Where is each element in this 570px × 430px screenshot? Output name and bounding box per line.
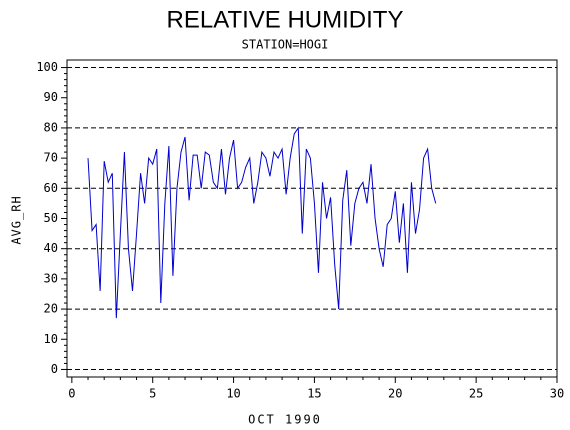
y-tick-label: 40 <box>44 241 58 255</box>
y-tick-label: 50 <box>44 211 58 225</box>
y-tick-label: 90 <box>44 90 58 104</box>
y-tick-label: 60 <box>44 181 58 195</box>
x-tick-label: 20 <box>388 387 402 401</box>
y-tick-label: 30 <box>44 271 58 285</box>
chart-title: RELATIVE HUMIDITY <box>167 6 404 33</box>
y-tick-label: 10 <box>44 332 58 346</box>
y-axis-label: AVG_RH <box>10 195 24 244</box>
y-tick-label: 80 <box>44 120 58 134</box>
x-tick-label: 25 <box>469 387 483 401</box>
x-tick-label: 0 <box>68 387 75 401</box>
chart-subtitle: STATION=HOGI <box>242 38 329 52</box>
y-tick-label: 20 <box>44 302 58 316</box>
y-tick-label: 100 <box>36 60 58 74</box>
y-tick-label: 70 <box>44 151 58 165</box>
x-tick-label: 10 <box>226 387 240 401</box>
plot-frame <box>66 59 558 378</box>
x-tick-label: 15 <box>307 387 321 401</box>
x-tick-label: 30 <box>550 387 564 401</box>
x-axis-label: OCT 1990 <box>248 413 322 427</box>
y-tick-label: 0 <box>51 362 58 376</box>
data-line <box>87 126 437 319</box>
x-tick-label: 5 <box>149 387 156 401</box>
